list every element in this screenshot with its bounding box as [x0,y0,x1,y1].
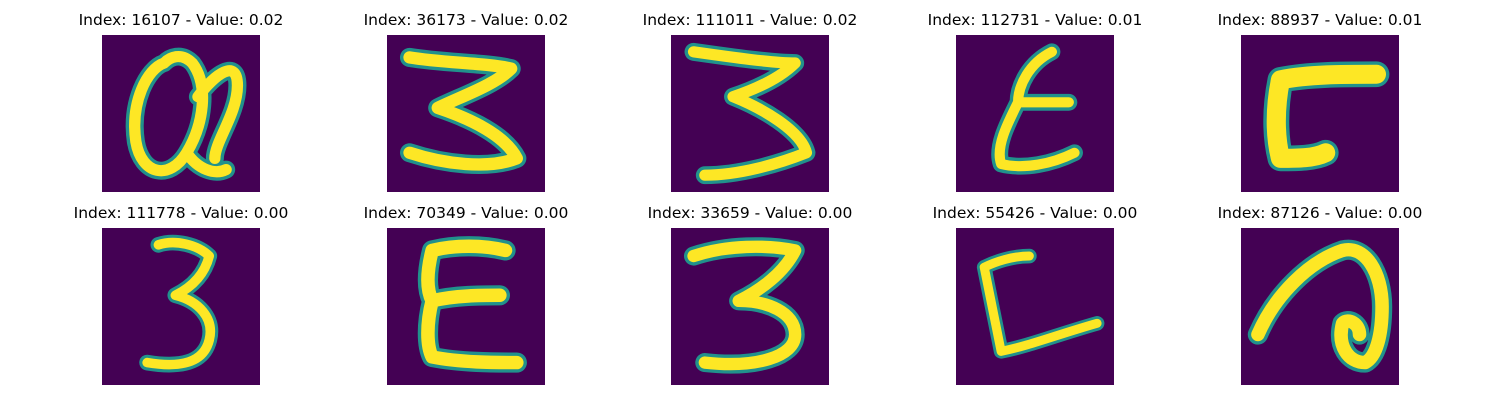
image-panel-4: Index: 112731 - Value: 0.01 [885,6,1185,196]
panel-title: Index: 70349 - Value: 0.00 [363,204,569,222]
image-panel-1: Index: 16107 - Value: 0.02 [31,6,331,196]
image-panel-7: Index: 70349 - Value: 0.00 [316,199,616,389]
image-panel-5: Index: 88937 - Value: 0.01 [1170,6,1470,196]
digit-image [1241,35,1399,192]
digit-image [1241,228,1399,385]
panel-title: Index: 33659 - Value: 0.00 [647,204,853,222]
digit-image [102,228,260,385]
panel-title: Index: 55426 - Value: 0.00 [932,204,1138,222]
panel-title: Index: 111778 - Value: 0.00 [73,204,289,222]
image-panel-9: Index: 55426 - Value: 0.00 [885,199,1185,389]
panel-title: Index: 88937 - Value: 0.01 [1217,11,1423,29]
panel-title: Index: 87126 - Value: 0.00 [1217,204,1423,222]
digit-image [671,228,829,385]
digit-image [387,35,545,192]
digit-image [387,228,545,385]
panel-title: Index: 111011 - Value: 0.02 [642,11,858,29]
image-panel-6: Index: 111778 - Value: 0.00 [31,199,331,389]
image-panel-8: Index: 33659 - Value: 0.00 [600,199,900,389]
image-panel-3: Index: 111011 - Value: 0.02 [600,6,900,196]
digit-image [956,35,1114,192]
image-panel-2: Index: 36173 - Value: 0.02 [316,6,616,196]
panel-title: Index: 16107 - Value: 0.02 [78,11,284,29]
image-panel-10: Index: 87126 - Value: 0.00 [1170,199,1470,389]
digit-image [956,228,1114,385]
panel-title: Index: 36173 - Value: 0.02 [363,11,569,29]
digit-image [102,35,260,192]
digit-image [671,35,829,192]
panel-title: Index: 112731 - Value: 0.01 [927,11,1143,29]
